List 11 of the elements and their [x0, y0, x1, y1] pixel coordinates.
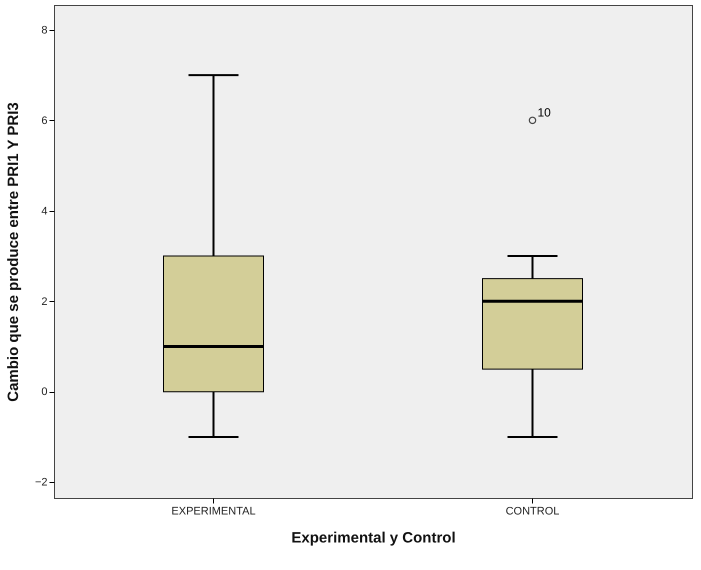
y-tick-label: −2: [34, 476, 48, 489]
y-tick-label: 6: [41, 114, 48, 127]
y-axis-title: Cambio que se produce entre PRI1 Y PRI3: [4, 102, 22, 402]
x-axis-title: Experimental y Control: [291, 530, 456, 546]
y-tick-label: 0: [41, 386, 48, 398]
y-tick-label: 2: [41, 296, 48, 308]
annotation: 10: [538, 105, 552, 120]
y-tick-label: 4: [41, 205, 48, 218]
x-tick-label: CONTROL: [506, 506, 560, 518]
x-tick-label: EXPERIMENTAL: [171, 506, 256, 518]
y-tick-label: 8: [41, 24, 48, 36]
